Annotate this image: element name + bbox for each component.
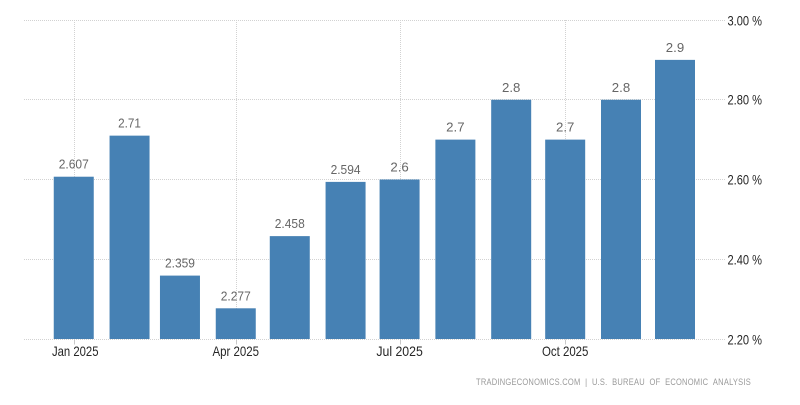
svg-text:Jul 2025: Jul 2025 — [376, 344, 423, 359]
svg-text:2.20 %: 2.20 % — [728, 332, 763, 348]
svg-text:2.9: 2.9 — [666, 41, 684, 55]
svg-text:2.458: 2.458 — [275, 217, 305, 231]
svg-text:TRADINGECONOMICS.COM | U.S.: TRADINGECONOMICS.COM | U.S. BUREAU OF EC… — [476, 377, 751, 387]
svg-text:2.359: 2.359 — [165, 257, 195, 271]
svg-text:2.594: 2.594 — [331, 163, 361, 177]
svg-text:2.7: 2.7 — [446, 121, 464, 135]
svg-text:Oct 2025: Oct 2025 — [542, 344, 589, 359]
svg-text:2.40 %: 2.40 % — [728, 252, 763, 268]
svg-text:2.6: 2.6 — [390, 161, 408, 175]
svg-text:2.60 %: 2.60 % — [728, 172, 763, 188]
svg-text:2.277: 2.277 — [221, 289, 251, 303]
svg-text:Apr 2025: Apr 2025 — [213, 344, 260, 359]
svg-text:2.80 %: 2.80 % — [728, 92, 763, 108]
svg-text:Jan 2025: Jan 2025 — [52, 344, 99, 359]
svg-text:2.607: 2.607 — [59, 158, 89, 172]
svg-text:2.8: 2.8 — [612, 81, 630, 95]
svg-text:2.7: 2.7 — [556, 121, 574, 135]
svg-text:3.00 %: 3.00 % — [728, 13, 763, 29]
svg-text:2.71: 2.71 — [118, 117, 141, 131]
svg-text:2.8: 2.8 — [502, 81, 520, 95]
